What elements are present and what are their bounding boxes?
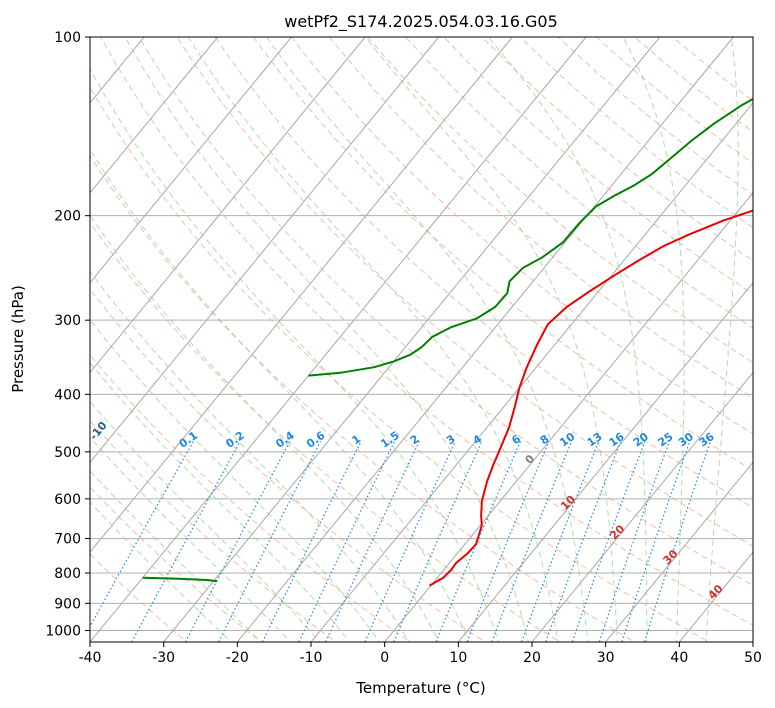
x-tick-label: 10: [449, 650, 467, 666]
isotherm-line: [531, 371, 753, 642]
y-tick-label: 700: [54, 532, 81, 548]
mixing-ratio-line: [184, 441, 291, 642]
x-tick-label: -30: [152, 650, 175, 666]
dry-adiabat-line: [138, 37, 753, 586]
reference-lines-layer: [90, 37, 753, 642]
mixing-ratio-line: [491, 441, 573, 642]
mixing-ratio-line: [217, 441, 322, 642]
y-tick-label: 800: [54, 566, 81, 582]
y-tick-label: 500: [54, 445, 81, 461]
moist-adiabat-line: [90, 270, 410, 642]
y-tick-label: 200: [54, 209, 81, 225]
isotherm-line: [236, 37, 734, 642]
moist-adiabat-line: [90, 400, 321, 642]
moist-adiabat-line: [90, 469, 262, 642]
x-tick-label: 20: [523, 650, 541, 666]
moist-adiabat-line: [90, 436, 291, 642]
chart-title: wetPf2_S174.2025.054.03.16.G05: [284, 12, 558, 32]
moist-adiabat-line: [187, 37, 559, 642]
plot-frame: [89, 36, 754, 643]
y-tick-label: 900: [54, 596, 81, 612]
temperature-profile-line: [429, 209, 753, 587]
isotherm-line: [310, 102, 753, 642]
x-tick-label: -10: [300, 650, 323, 666]
dry-adiabat-line: [443, 37, 753, 295]
isotherm-line: [90, 37, 513, 553]
moist-adiabat-line: [90, 67, 500, 642]
mixing-ratio-line: [466, 441, 550, 642]
moist-adiabat-line: [90, 501, 232, 642]
dry-adiabat-line: [90, 553, 188, 642]
isotherm-line: [678, 551, 753, 642]
mixing-ratio-line: [435, 441, 522, 642]
y-axis-title: Pressure (hPa): [9, 285, 27, 393]
y-tick-label: 600: [54, 492, 81, 508]
x-tick-label: 40: [670, 650, 688, 666]
x-tick-label: 30: [597, 650, 615, 666]
moist-adiabat-line: [124, 37, 529, 642]
mixing-ratio-line: [90, 441, 194, 628]
x-tick-label: 0: [380, 650, 389, 666]
grid-layer: [90, 37, 753, 642]
moist-adiabat-line: [90, 148, 470, 642]
dry-adiabat-line: [90, 154, 636, 642]
mixing-ratio-line: [621, 441, 691, 642]
moist-adiabat-line: [90, 362, 351, 642]
moist-adiabat-line: [622, 37, 685, 642]
dry-adiabat-line: [90, 420, 337, 642]
x-tick-label: -40: [79, 650, 102, 666]
dry-adiabat-line: [90, 354, 412, 642]
mixing-ratio-line: [643, 441, 712, 642]
dry-adiabat-line: [176, 37, 753, 547]
dry-adiabat-line: [214, 37, 753, 509]
isotherm-line: [90, 37, 587, 642]
axis-layer: -40 -30 -20 -10 0 10 20 30 40 50 1000 900 800 700 600 5…: [45, 30, 762, 666]
mixing-ratio-line: [325, 441, 420, 642]
isotherm-line: [90, 37, 366, 374]
dry-adiabat-line: [90, 222, 561, 642]
dry-adiabat-line: [367, 37, 753, 364]
mixing-ratio-line: [131, 441, 241, 642]
moist-adiabat-line: [364, 37, 618, 642]
moist-adiabat-line: [705, 37, 739, 642]
isotherm-line: [604, 461, 753, 642]
y-tick-label: 100: [54, 30, 81, 46]
y-tick-label: 300: [54, 313, 81, 329]
moist-adiabat-line: [487, 37, 648, 642]
x-axis-title: Temperature (°C): [355, 679, 485, 697]
moist-adiabat-line: [90, 319, 381, 642]
dry-adiabat-line: [90, 486, 263, 642]
dry-adiabat-line: [100, 37, 753, 626]
dry-adiabat-line: [405, 37, 753, 329]
dry-adiabat-line: [252, 37, 753, 472]
isotherm-line: [383, 191, 753, 642]
isotherm-line: [162, 37, 661, 642]
x-tick-label: -20: [226, 650, 249, 666]
dewpoint-profile-line: [142, 576, 218, 583]
moist-adiabat-line: [266, 37, 589, 642]
dry-adiabat-line: [90, 288, 487, 642]
y-tick-label: 1000: [45, 624, 81, 640]
dry-adiabat-line: [90, 86, 710, 642]
isotherm-line: [90, 37, 440, 464]
y-tick-label: 400: [54, 387, 81, 403]
x-tick-label: 50: [744, 650, 762, 666]
